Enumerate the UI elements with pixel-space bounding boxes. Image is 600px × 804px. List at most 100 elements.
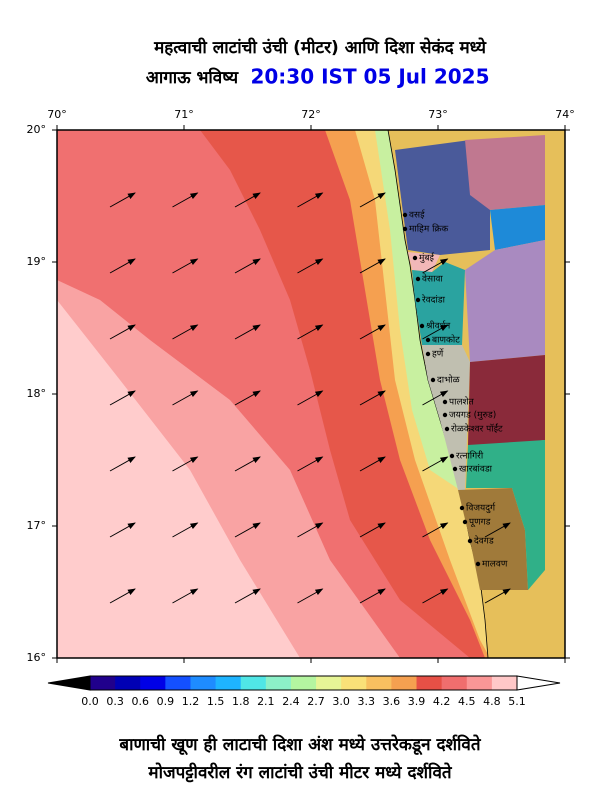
wave-arrow	[422, 522, 449, 538]
place-dot	[462, 519, 468, 525]
colorbar-swatch	[366, 676, 392, 690]
forecast-time: 20:30 IST 05 Jul 2025	[250, 65, 489, 89]
wave-arrow	[172, 258, 199, 274]
wave-arrow	[172, 324, 199, 340]
colorbar-swatch	[316, 676, 342, 690]
colorbar-label: 2.1	[257, 695, 275, 708]
colorbar-swatch	[441, 676, 468, 690]
place-label: रेवदांडा	[422, 294, 446, 306]
place-label: बाणकोट	[432, 334, 460, 346]
wave-arrow	[234, 456, 261, 472]
wave-arrow	[234, 522, 261, 538]
place-dot	[430, 377, 436, 383]
colorbar-label: 4.2	[433, 695, 451, 708]
lat-label: 19°	[27, 255, 47, 268]
wave-arrow	[422, 588, 449, 604]
colorbar-label: 3.9	[408, 695, 426, 708]
place-dot	[444, 426, 450, 432]
wave-arrow	[172, 390, 199, 406]
place-dot	[475, 561, 481, 567]
colorbar-swatch	[416, 676, 443, 690]
colorbar-swatch	[240, 676, 267, 690]
place-dot	[459, 505, 465, 511]
district	[466, 440, 545, 590]
place-label: वसई	[409, 209, 426, 221]
colorbar-swatch	[215, 676, 242, 690]
colorbar-label: 5.1	[508, 695, 526, 708]
district	[468, 355, 545, 445]
wave-arrow	[297, 522, 324, 538]
map	[57, 130, 565, 658]
wave-arrow	[297, 588, 324, 604]
colorbar-label: 3.6	[383, 695, 401, 708]
place-dot	[467, 538, 473, 544]
colorbar-swatch	[140, 676, 166, 690]
colorbar-swatch	[391, 676, 418, 690]
wave-arrow	[359, 324, 386, 340]
place-label: हर्णे	[432, 348, 444, 360]
colorbar-label: 1.2	[182, 695, 200, 708]
wave-arrow	[234, 324, 261, 340]
colorbar-label: 4.5	[458, 695, 476, 708]
district	[412, 262, 465, 345]
colorbar-swatch	[115, 676, 141, 690]
place-label: जयगड (मुरुड)	[449, 411, 496, 421]
place-dot	[402, 226, 408, 232]
wave-arrow	[484, 522, 511, 538]
colorbar-end	[47, 675, 91, 691]
colorbar-swatch	[190, 676, 217, 690]
colorbar-frame	[89, 675, 518, 691]
district	[458, 488, 528, 590]
wave-arrow	[172, 588, 199, 604]
wave-arrow	[109, 390, 136, 406]
place-label: खारबांवडा	[459, 464, 493, 475]
colorbar-swatch	[265, 676, 292, 690]
lat-label: 18°	[27, 387, 47, 400]
place-dot	[442, 399, 448, 405]
colorbar-label: 0.6	[131, 695, 149, 708]
wave-arrow	[359, 390, 386, 406]
wave-arrow	[109, 192, 136, 208]
title: महत्वाची लाटांची उंची (मीटर) आणि दिशा से…	[153, 37, 487, 58]
colorbar-label: 3.0	[332, 695, 350, 708]
colorbar-label: 4.8	[483, 695, 501, 708]
lon-label: 74°	[555, 108, 575, 121]
place-label: विजयदुर्ग	[466, 502, 496, 514]
district	[395, 140, 490, 255]
colorbar-swatch	[290, 676, 317, 690]
place-dot	[415, 276, 421, 282]
place-dot	[442, 412, 448, 418]
colorbar-swatch	[491, 676, 518, 690]
wave-arrow	[109, 588, 136, 604]
wave-arrow	[109, 456, 136, 472]
wave-arrow	[422, 456, 449, 472]
colorbar-end	[516, 675, 561, 691]
colorbar-swatch	[90, 676, 116, 690]
place-label: वेसावा	[422, 273, 443, 285]
wave-arrow	[359, 588, 386, 604]
wave-arrow	[234, 588, 261, 604]
colorbar-swatch	[165, 676, 191, 690]
place-label: रोळकेश्वर पॉईंट	[451, 423, 503, 435]
colorbar-label: 1.5	[207, 695, 225, 708]
place-dot	[419, 323, 425, 329]
forecast-label: आगाऊ भविष्य	[146, 67, 239, 88]
colorbar-label: 0.0	[81, 695, 99, 708]
colorbar-swatch	[341, 676, 367, 690]
wave-arrow	[359, 192, 386, 208]
lon-label: 71°	[174, 108, 194, 121]
wave-arrow	[422, 390, 449, 406]
wave-arrow	[172, 192, 199, 208]
place-dot	[425, 337, 431, 343]
wave-arrow	[359, 456, 386, 472]
wave-arrow	[297, 258, 324, 274]
wave-arrow	[109, 324, 136, 340]
colorbar-label: 0.3	[106, 695, 124, 708]
place-label: पूणगड	[469, 518, 491, 528]
wave-arrow	[359, 522, 386, 538]
place-label: पालशेत	[449, 396, 475, 408]
wave-arrow	[234, 192, 261, 208]
wave-arrow	[297, 324, 324, 340]
place-label: श्रीवर्धन	[426, 320, 451, 332]
place-label: माहिम क्रिक	[409, 223, 449, 235]
